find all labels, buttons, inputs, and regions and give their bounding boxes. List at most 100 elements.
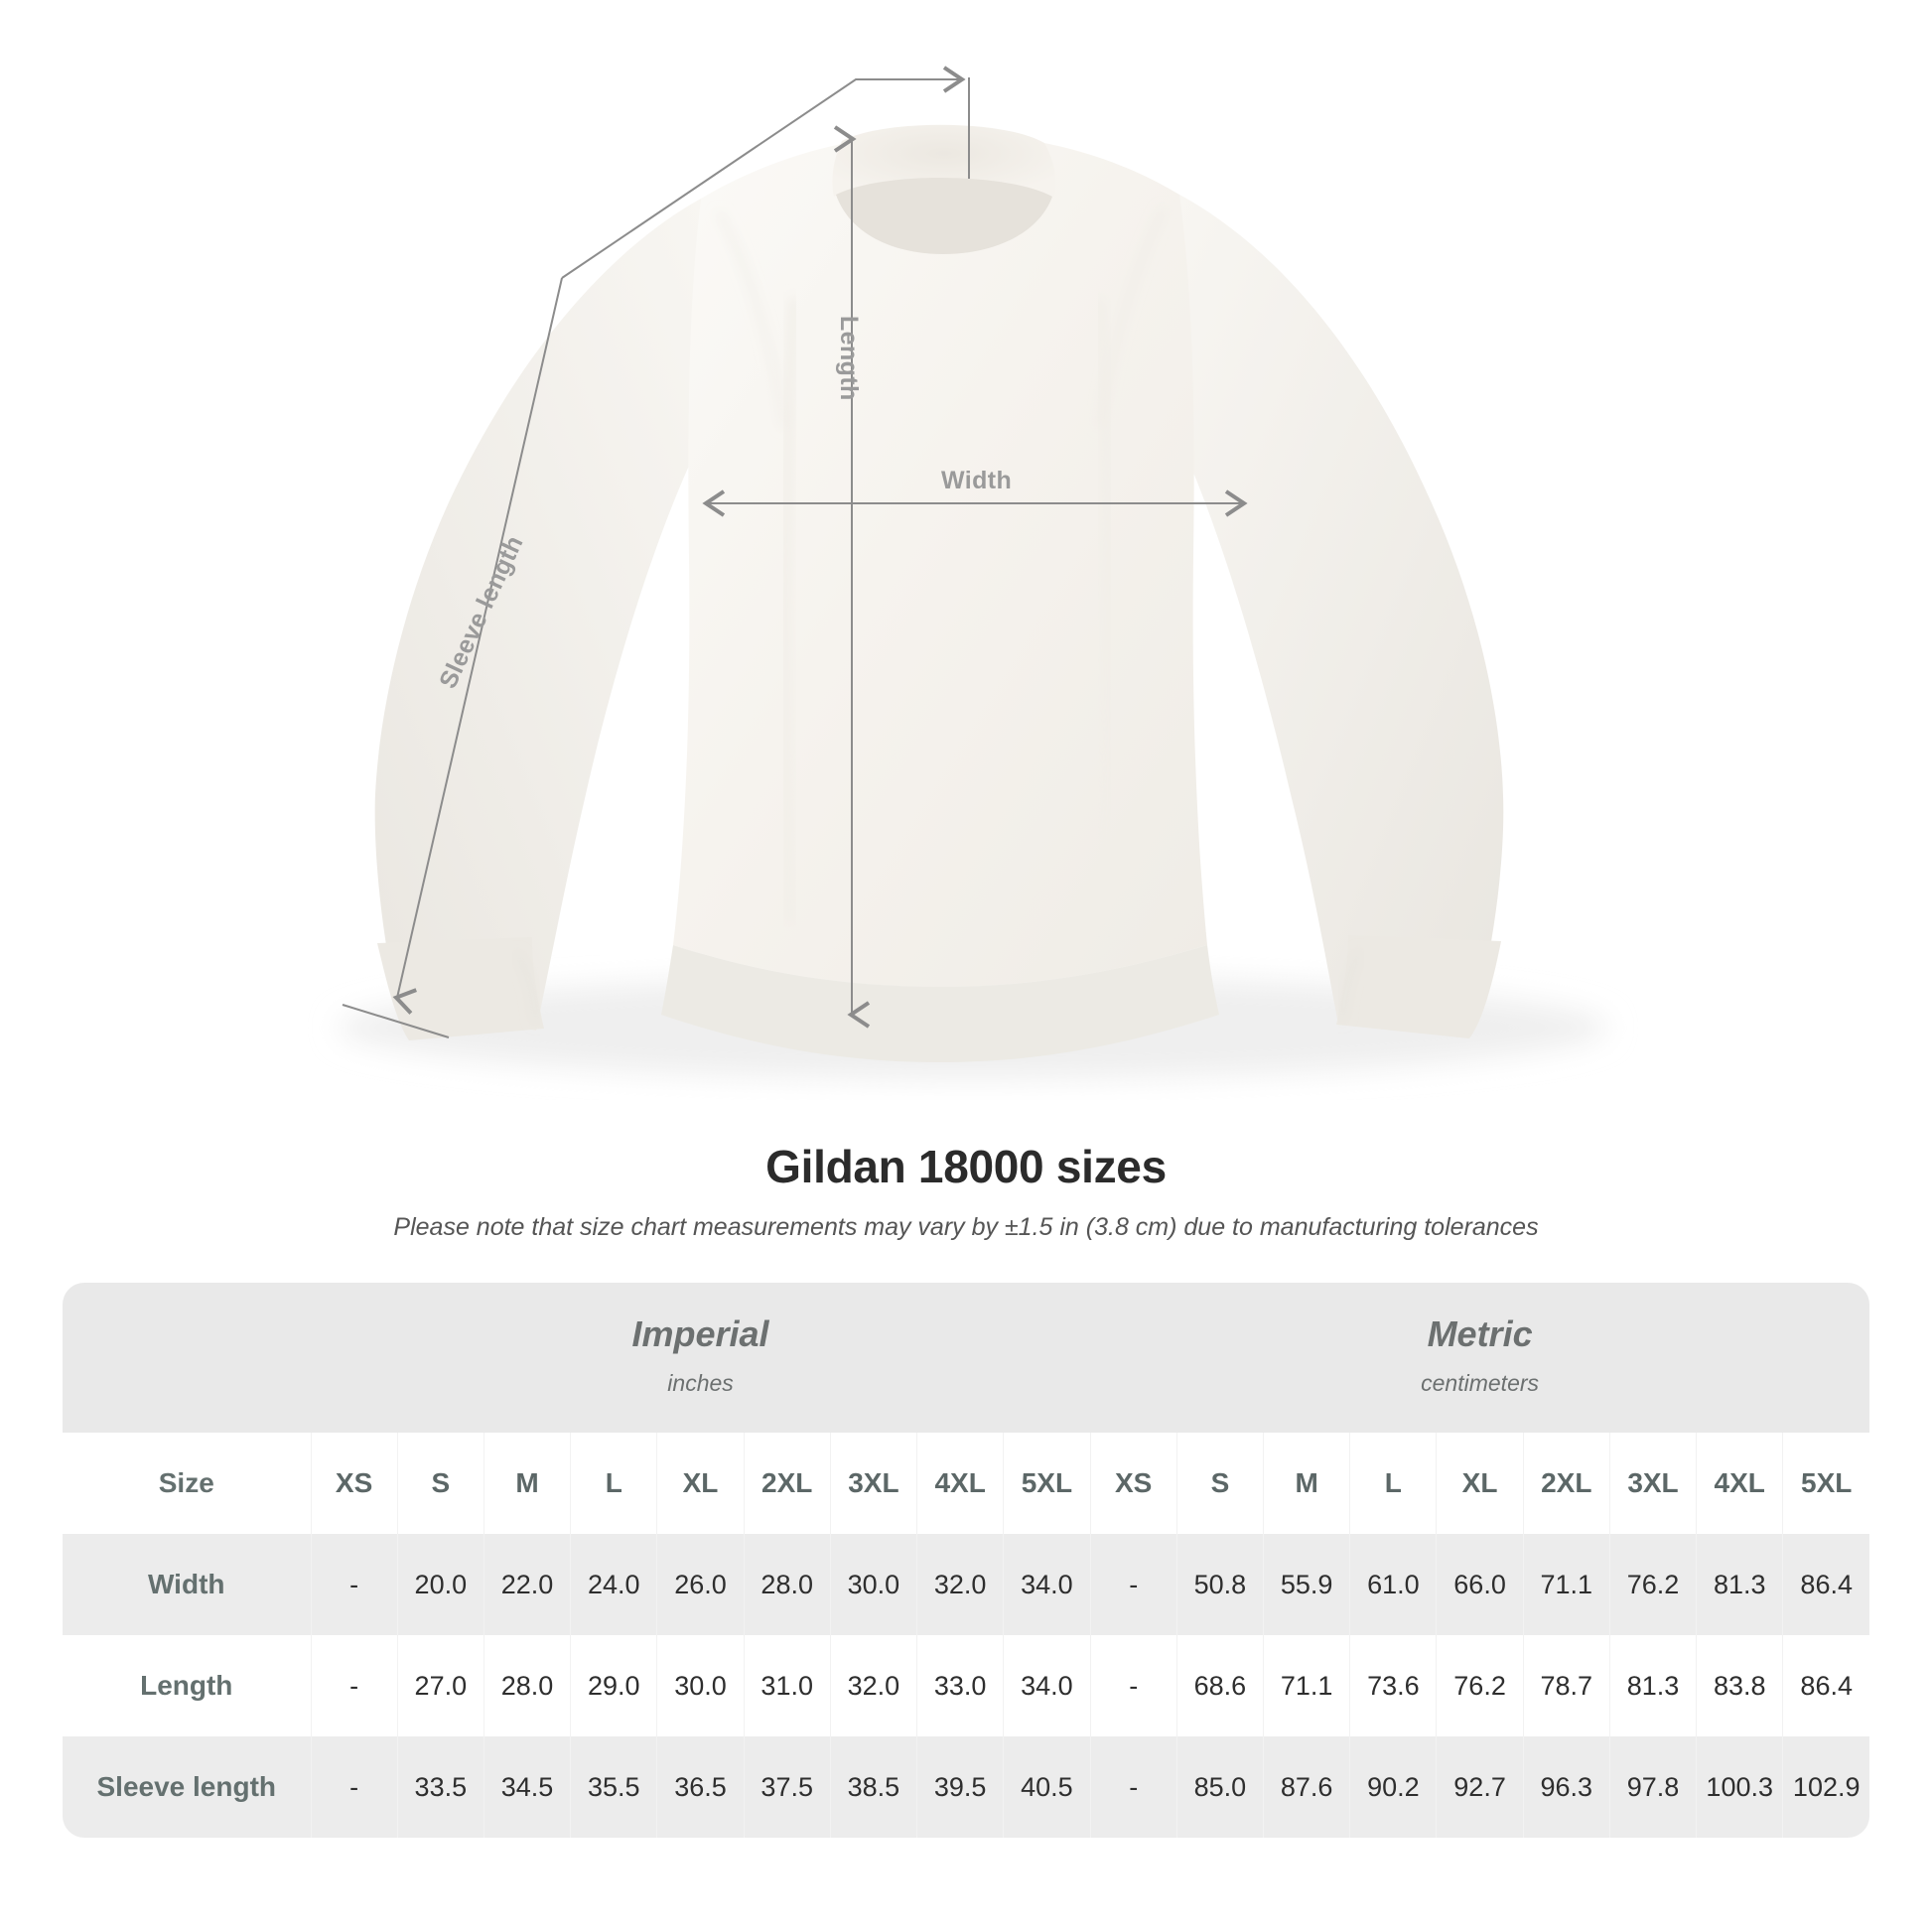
cell-length-m-cm: 71.1	[1263, 1635, 1351, 1736]
cell-sleeve-length-xl-cm: 92.7	[1436, 1736, 1524, 1838]
right-sleeve	[1168, 195, 1504, 1025]
sweatshirt-body	[673, 133, 1207, 987]
size-header-s-imperial: S	[396, 1433, 484, 1534]
cell-length-4xl-cm: 83.8	[1696, 1635, 1784, 1736]
size-header-xs-imperial: XS	[310, 1433, 398, 1534]
cell-length-m-in: 28.0	[483, 1635, 572, 1736]
cell-width-xs-in: -	[310, 1534, 398, 1635]
table-row: Length -27.0 28.0 29.0 30.0 31.0 32.0 33.0 34.0-…	[63, 1635, 1869, 1736]
neck-ribbing	[832, 124, 1056, 197]
length-label: Length	[835, 316, 863, 401]
cell-sleeve-length-2xl-in: 37.5	[743, 1736, 831, 1838]
unit-sub-metric: centimeters	[1421, 1370, 1540, 1396]
size-header-4xl-metric: 4XL	[1696, 1433, 1784, 1534]
cell-length-3xl-cm: 81.3	[1608, 1635, 1698, 1736]
cell-width-m-in: 22.0	[483, 1534, 572, 1635]
unit-band-row: Imperial inches Metric centimeters	[63, 1283, 1869, 1433]
unit-sub-imperial: inches	[667, 1370, 734, 1396]
sleeve-lower-leg	[392, 277, 563, 1015]
size-header-l-metric: L	[1349, 1433, 1438, 1534]
page-title: Gildan 18000 sizes	[765, 1141, 1167, 1192]
cell-length-xs-in: -	[310, 1635, 398, 1736]
size-header-3xl-metric: 3XL	[1608, 1433, 1698, 1534]
size-header-label: Size	[63, 1433, 312, 1534]
cell-sleeve-length-5xl-cm: 102.9	[1782, 1736, 1869, 1838]
unit-name-metric: Metric	[1427, 1313, 1533, 1354]
size-table: Imperial inches Metric centimeters Size X…	[63, 1283, 1869, 1838]
fabric-fold-right	[1095, 297, 1114, 924]
cell-sleeve-length-3xl-cm: 97.8	[1608, 1736, 1698, 1838]
right-cuff-seam	[1340, 950, 1362, 1022]
row-label-sleeve-length: Sleeve length	[63, 1736, 312, 1838]
garment-photo: Length Width Sleeve length	[338, 66, 1608, 1079]
size-header-m-metric: M	[1263, 1433, 1351, 1534]
size-header-xl-metric: XL	[1436, 1433, 1524, 1534]
left-cuff	[377, 937, 544, 1040]
unit-name-imperial: Imperial	[631, 1313, 769, 1354]
cell-length-4xl-in: 33.0	[916, 1635, 1005, 1736]
cell-length-2xl-in: 31.0	[743, 1635, 831, 1736]
cell-length-xl-cm: 76.2	[1436, 1635, 1524, 1736]
size-header-m-imperial: M	[483, 1433, 572, 1534]
fabric-fold-left	[780, 297, 799, 924]
cell-sleeve-length-xs-in: -	[310, 1736, 398, 1838]
neck-opening	[836, 177, 1052, 254]
cell-width-xs-cm: -	[1089, 1534, 1177, 1635]
cell-width-l-cm: 61.0	[1349, 1534, 1438, 1635]
unit-band-spacer	[63, 1283, 311, 1433]
cell-sleeve-length-s-cm: 85.0	[1175, 1736, 1265, 1838]
cell-width-xl-in: 26.0	[656, 1534, 745, 1635]
cell-length-2xl-cm: 78.7	[1522, 1635, 1610, 1736]
size-header-row: Size XS S M L XL 2XL 3XL 4XL 5XL XS S M L XL 2XL 3XL 4XL 5…	[63, 1433, 1869, 1534]
cell-width-s-in: 20.0	[396, 1534, 484, 1635]
cell-width-m-cm: 55.9	[1263, 1534, 1351, 1635]
right-cuff	[1336, 935, 1501, 1038]
waistband	[661, 945, 1219, 1062]
cell-width-4xl-in: 32.0	[916, 1534, 1005, 1635]
unit-cell-imperial: Imperial inches	[311, 1283, 1091, 1433]
left-shoulder-seam	[717, 211, 786, 428]
cell-width-l-in: 24.0	[570, 1534, 658, 1635]
size-header-xl-imperial: XL	[656, 1433, 745, 1534]
cell-width-5xl-cm: 86.4	[1782, 1534, 1869, 1635]
size-header-2xl-metric: 2XL	[1522, 1433, 1610, 1534]
cell-width-3xl-in: 30.0	[829, 1534, 918, 1635]
size-header-s-metric: S	[1175, 1433, 1265, 1534]
cell-length-xl-in: 30.0	[656, 1635, 745, 1736]
width-label: Width	[941, 467, 1013, 494]
cell-sleeve-length-m-cm: 87.6	[1263, 1736, 1351, 1838]
cell-width-s-cm: 50.8	[1175, 1534, 1265, 1635]
sleeve-length-measure	[342, 66, 970, 1038]
tolerance-note: Please note that size chart measurements…	[393, 1213, 1539, 1241]
row-label-width: Width	[63, 1534, 312, 1635]
cell-length-3xl-in: 32.0	[829, 1635, 918, 1736]
size-table-head: Imperial inches Metric centimeters	[63, 1283, 1869, 1433]
size-table-container: Imperial inches Metric centimeters Size X…	[63, 1283, 1869, 1838]
size-header-5xl-metric: 5XL	[1782, 1433, 1869, 1534]
cell-width-2xl-in: 28.0	[743, 1534, 831, 1635]
cell-width-4xl-cm: 81.3	[1696, 1534, 1784, 1635]
cell-width-3xl-cm: 76.2	[1608, 1534, 1698, 1635]
cell-length-l-cm: 73.6	[1349, 1635, 1438, 1736]
unit-cell-metric: Metric centimeters	[1090, 1283, 1869, 1433]
cell-length-s-in: 27.0	[396, 1635, 484, 1736]
cell-length-5xl-cm: 86.4	[1782, 1635, 1869, 1736]
row-label-length: Length	[63, 1635, 312, 1736]
sleeve-upper-leg	[561, 66, 966, 279]
cell-length-l-in: 29.0	[570, 1635, 658, 1736]
cell-sleeve-length-xs-cm: -	[1089, 1736, 1177, 1838]
cell-width-xl-cm: 66.0	[1436, 1534, 1524, 1635]
cell-width-5xl-in: 34.0	[1003, 1534, 1091, 1635]
cell-sleeve-length-5xl-in: 40.5	[1003, 1736, 1091, 1838]
cell-sleeve-length-l-cm: 90.2	[1349, 1736, 1438, 1838]
size-table-body: Size XS S M L XL 2XL 3XL 4XL 5XL XS S M L XL 2XL 3XL 4XL 5…	[63, 1433, 1869, 1838]
cell-sleeve-length-3xl-in: 38.5	[829, 1736, 918, 1838]
size-header-xs-metric: XS	[1089, 1433, 1177, 1534]
cell-length-xs-cm: -	[1089, 1635, 1177, 1736]
cell-width-2xl-cm: 71.1	[1522, 1534, 1610, 1635]
table-row: Sleeve length -33.5 34.5 35.5 36.5 37.5 38.5 39…	[63, 1736, 1869, 1838]
table-row: Width -20.0 22.0 24.0 26.0 28.0 30.0 32.0 34.0-5…	[63, 1534, 1869, 1635]
cell-sleeve-length-xl-in: 36.5	[656, 1736, 745, 1838]
cell-sleeve-length-l-in: 35.5	[570, 1736, 658, 1838]
